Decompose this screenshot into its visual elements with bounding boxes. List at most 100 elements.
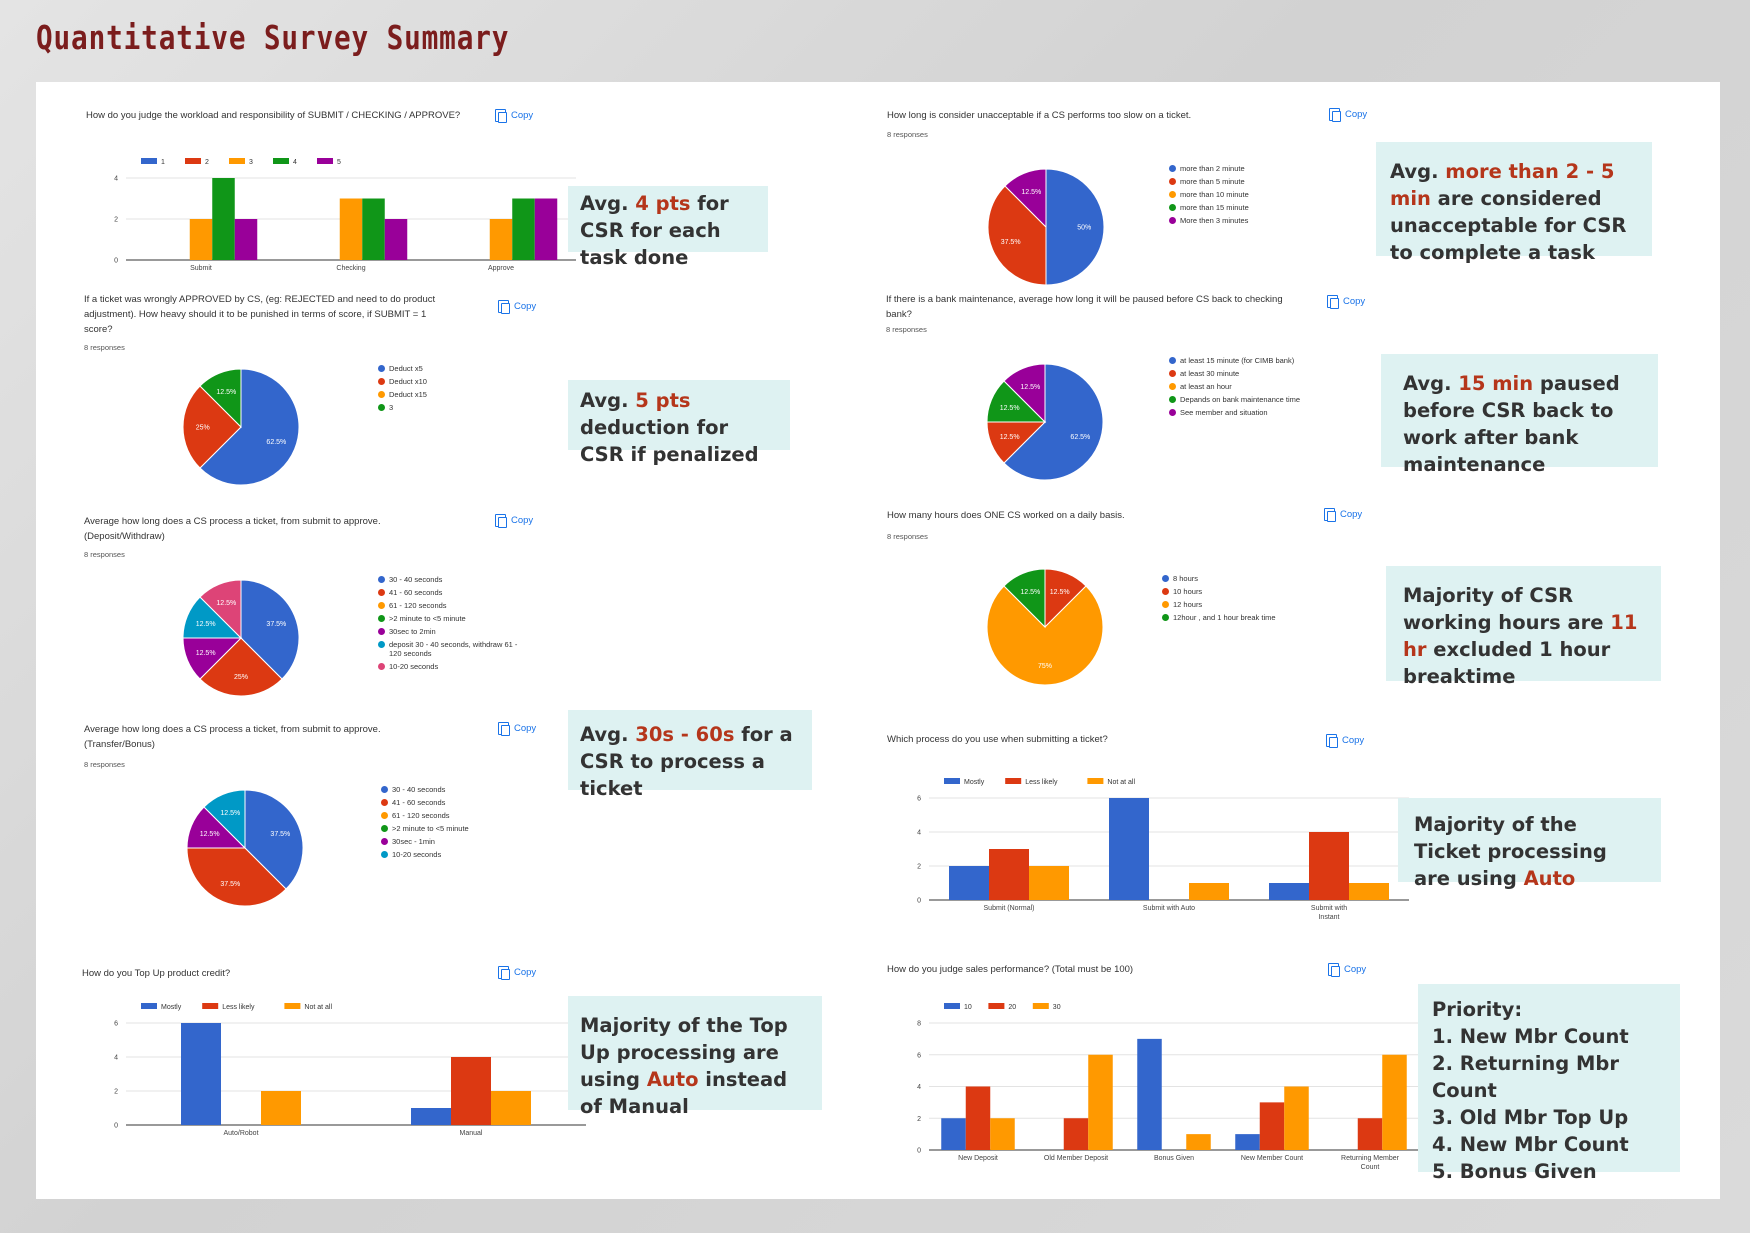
x-tick-label: Returning Member — [1341, 1155, 1400, 1162]
copy-button[interactable]: Copy — [1327, 295, 1365, 309]
slice-label: 12.5% — [1020, 384, 1040, 391]
copy-button[interactable]: Copy — [1328, 963, 1366, 977]
copy-button[interactable]: Copy — [498, 300, 536, 314]
callout-text: Avg. — [580, 389, 636, 412]
legend-dot — [378, 404, 385, 411]
copy-icon — [1328, 963, 1340, 977]
slice-label: 12.5% — [1000, 405, 1020, 412]
slice-label: 37.5% — [1001, 239, 1021, 246]
bar — [261, 1091, 301, 1125]
penalty-pie-chart: 62.5% 25% 12.5% — [182, 368, 300, 486]
legend-item: 3 — [378, 403, 528, 412]
legend-dot — [381, 799, 388, 806]
bar — [451, 1057, 491, 1125]
copy-label: Copy — [511, 110, 534, 121]
priority-item: 5. Bonus Given — [1432, 1160, 1597, 1183]
legend-label: 10-20 seconds — [392, 850, 442, 859]
pie-slice — [199, 637, 283, 697]
slice-label: 62.5% — [1070, 434, 1090, 441]
legend-label: 4 — [293, 159, 297, 166]
callout-text: instead of Manual — [580, 1068, 788, 1118]
bar — [1088, 1054, 1113, 1150]
legend-dot — [381, 812, 388, 819]
y-tick-label: 4 — [917, 830, 921, 837]
legend-item: at least 15 minute (for CIMB bank) — [1169, 356, 1349, 365]
legend-label: >2 minute to <5 minute — [392, 824, 469, 833]
legend-dot — [381, 838, 388, 845]
legend-dot — [378, 378, 385, 385]
x-tick-label: Submit (Normal) — [984, 905, 1035, 912]
slice-label: 12.5% — [200, 831, 220, 838]
pie-slice — [203, 789, 246, 850]
pie-slice — [1004, 168, 1047, 229]
legend-swatch — [944, 1003, 960, 1009]
legend-dot — [1162, 588, 1169, 595]
legend-item: at least an hour — [1169, 382, 1349, 391]
bar — [989, 849, 1029, 900]
bar — [1063, 1118, 1089, 1150]
bar — [1235, 1134, 1260, 1150]
bar — [339, 198, 363, 260]
slice-label: 12.5% — [1000, 434, 1020, 441]
legend-swatch — [1005, 778, 1022, 784]
legend-label: Deduct x15 — [389, 390, 427, 399]
x-tick-label: Submit with Auto — [1143, 905, 1195, 912]
question-card-transfer-time: Average how long does a CS process a tic… — [36, 712, 596, 927]
bar — [1189, 883, 1229, 900]
copy-button[interactable]: Copy — [1324, 508, 1362, 522]
legend-item: more than 2 minute — [1169, 164, 1329, 173]
callout-text: deduction for CSR if penalized — [580, 416, 759, 466]
y-tick-label: 2 — [114, 217, 118, 224]
bar — [949, 866, 989, 900]
copy-button[interactable]: Copy — [495, 109, 534, 123]
legend-item: at least 30 minute — [1169, 369, 1349, 378]
legend-item: 30sec to 2min — [378, 627, 528, 636]
x-tick-label: New Deposit — [958, 1155, 998, 1162]
callout-text: for CSR for each task done — [580, 192, 729, 269]
x-tick-label: Submit with — [1311, 905, 1347, 912]
legend-item: 61 - 120 seconds — [378, 601, 528, 610]
bar — [234, 219, 258, 260]
question-title: If there is a bank maintenance, average … — [886, 294, 1283, 320]
bar — [189, 219, 213, 260]
legend-label: Less likely — [1025, 779, 1058, 786]
y-tick-label: 0 — [917, 898, 921, 905]
copy-icon — [498, 722, 510, 736]
x-tick-label: Count — [1361, 1164, 1380, 1171]
y-tick-label: 2 — [917, 864, 921, 871]
x-tick-label: Instant — [1318, 914, 1339, 921]
copy-label: Copy — [1342, 735, 1365, 746]
transfer-time-legend: 30 - 40 seconds 41 - 60 seconds 61 - 120 s… — [381, 785, 531, 863]
legend-item: >2 minute to <5 minute — [378, 614, 528, 623]
ticket-process-bar-chart: Mostly Less likely Not at all 0 2 4 6 Submit (N… — [917, 778, 1409, 921]
y-tick-label: 6 — [114, 1021, 118, 1028]
legend-item: more than 10 minute — [1169, 190, 1329, 199]
legend-label: more than 2 minute — [1180, 164, 1245, 173]
question-title: If a ticket was wrongly APPROVED by CS, … — [84, 294, 436, 335]
legend-label: 20 — [1008, 1004, 1016, 1011]
legend-dot — [378, 589, 385, 596]
question-title: How do you Top Up product credit? — [82, 968, 231, 979]
copy-button[interactable]: Copy — [498, 722, 536, 736]
legend-swatch — [273, 158, 289, 164]
callout-text: Majority of the Ticket processing are us… — [1414, 813, 1607, 890]
bar — [965, 1086, 991, 1150]
y-tick-label: 0 — [114, 1123, 118, 1130]
legend-label: 41 - 60 seconds — [389, 588, 443, 597]
copy-button[interactable]: Copy — [498, 966, 536, 980]
legend-item: 8 hours — [1162, 574, 1332, 583]
penalty-legend: Deduct x5 Deduct x10 Deduct x15 3 — [378, 364, 528, 416]
callout-text: Avg. — [1403, 372, 1459, 395]
pie-slice — [199, 368, 242, 429]
callout-hours: Majority of CSR working hours are 11 hr … — [1386, 566, 1661, 688]
copy-button[interactable]: Copy — [495, 514, 533, 528]
legend-label: more than 10 minute — [1180, 190, 1249, 199]
legend-item: 10-20 seconds — [378, 662, 528, 671]
legend-label: more than 15 minute — [1180, 203, 1249, 212]
copy-button[interactable]: Copy — [1326, 734, 1365, 748]
slice-label: 25% — [196, 425, 210, 432]
legend-label: Less likely — [222, 1004, 255, 1011]
question-title: How do you judge sales performance? (Tot… — [887, 964, 1134, 975]
copy-button[interactable]: Copy — [1329, 108, 1367, 122]
question-card-unacceptable: How long is consider unacceptable if a C… — [879, 82, 1439, 292]
